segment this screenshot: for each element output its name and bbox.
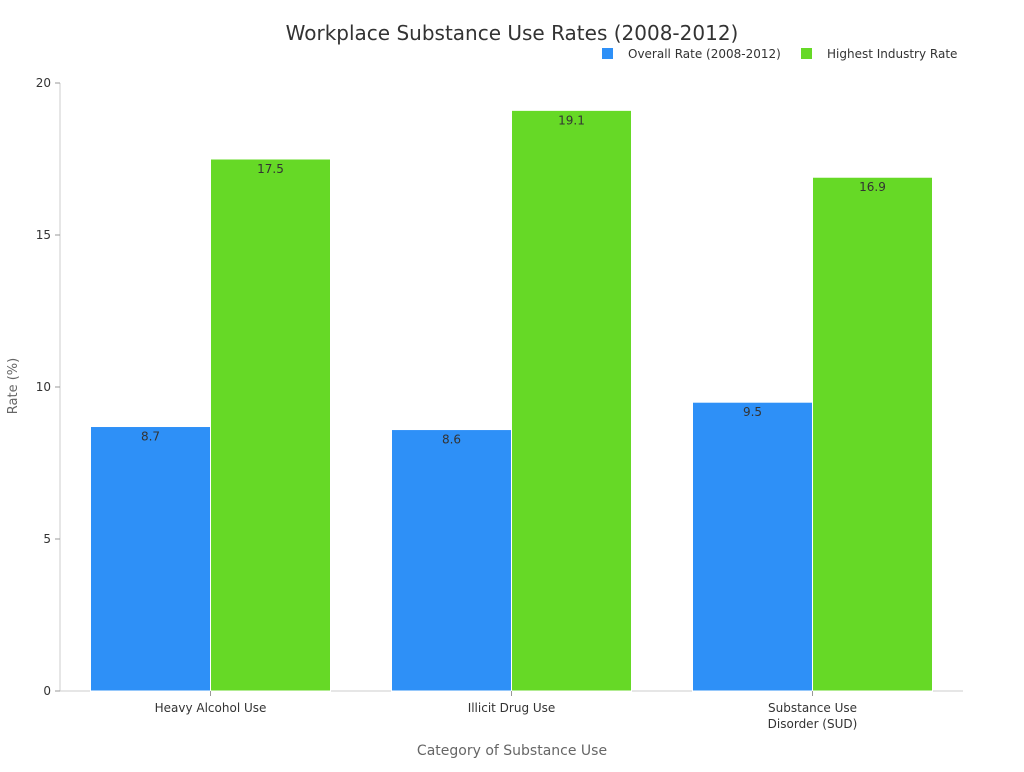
y-axis-label: Rate (%) (6, 358, 21, 414)
legend: Overall Rate (2008-2012) Highest Industry… (602, 47, 957, 61)
legend-label: Overall Rate (2008-2012) (628, 47, 781, 61)
x-tick-label-line: Disorder (SUD) (768, 717, 858, 731)
data-label: 9.5 (743, 405, 762, 419)
data-label: 17.5 (257, 162, 284, 176)
legend-label: Highest Industry Rate (827, 47, 957, 61)
bar (692, 401, 813, 692)
bar (210, 158, 331, 692)
legend-swatch (602, 48, 613, 59)
bar (90, 426, 211, 692)
x-tick-label: Substance Use Disorder (SUD) (768, 701, 858, 731)
y-tick-label: 15 (36, 228, 51, 242)
x-tick-label-line: Heavy Alcohol Use (155, 701, 267, 715)
bar (511, 109, 632, 692)
data-label: 19.1 (558, 113, 585, 127)
data-label: 16.9 (859, 180, 886, 194)
x-tick-label-line: Substance Use (768, 701, 857, 715)
y-tick-label: 20 (36, 76, 51, 90)
y-tick-label: 0 (43, 684, 51, 698)
x-tick-labels: Heavy Alcohol Use Illicit Drug Use Substan… (155, 691, 858, 731)
x-tick-label: Illicit Drug Use (468, 701, 556, 715)
y-tick-label: 10 (36, 380, 51, 394)
legend-swatch (801, 48, 812, 59)
y-tick-label: 5 (43, 532, 51, 546)
data-label: 8.7 (141, 430, 160, 444)
bar (812, 176, 933, 692)
x-tick-label-line: Illicit Drug Use (468, 701, 556, 715)
x-tick-label: Heavy Alcohol Use (155, 701, 267, 715)
bars: 8.7 17.5 8.6 19.1 9.5 16.9 (90, 109, 933, 692)
bar (391, 429, 512, 692)
chart-title: Workplace Substance Use Rates (2008-2012… (286, 21, 739, 45)
x-axis-label: Category of Substance Use (417, 743, 607, 759)
data-label: 8.6 (442, 433, 461, 447)
